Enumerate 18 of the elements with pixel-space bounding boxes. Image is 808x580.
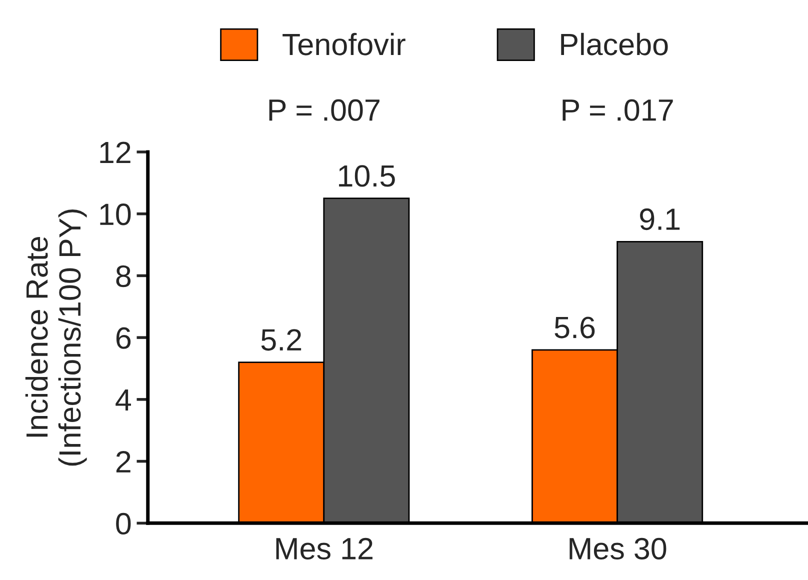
y-tick-label: 10 [100, 204, 131, 226]
y-tick-label: 0 [116, 512, 131, 535]
legend-label: Placebo [561, 32, 668, 56]
y-tick-label: 4 [116, 389, 131, 410]
y-tick-label: 12 [100, 142, 130, 164]
x-tick-label: Mes 12 [276, 538, 372, 560]
data-label: 10.5 [339, 165, 395, 187]
data-label: 5.6 [554, 316, 595, 338]
data-label: 9.1 [640, 208, 680, 230]
legend-label: Tenofovir [282, 32, 406, 56]
y-tick-label: 2 [116, 451, 130, 472]
text: P = .017 [562, 99, 673, 121]
data-label: 5.2 [261, 329, 302, 351]
y-axis-title: Incidence Rate (Infections/100 PY) [25, 210, 87, 466]
y-tick-label: 6 [116, 327, 131, 349]
y-tick-label: 8 [116, 265, 131, 288]
text: P = .007 [269, 99, 380, 121]
x-tick-label: Mes 30 [570, 538, 666, 560]
